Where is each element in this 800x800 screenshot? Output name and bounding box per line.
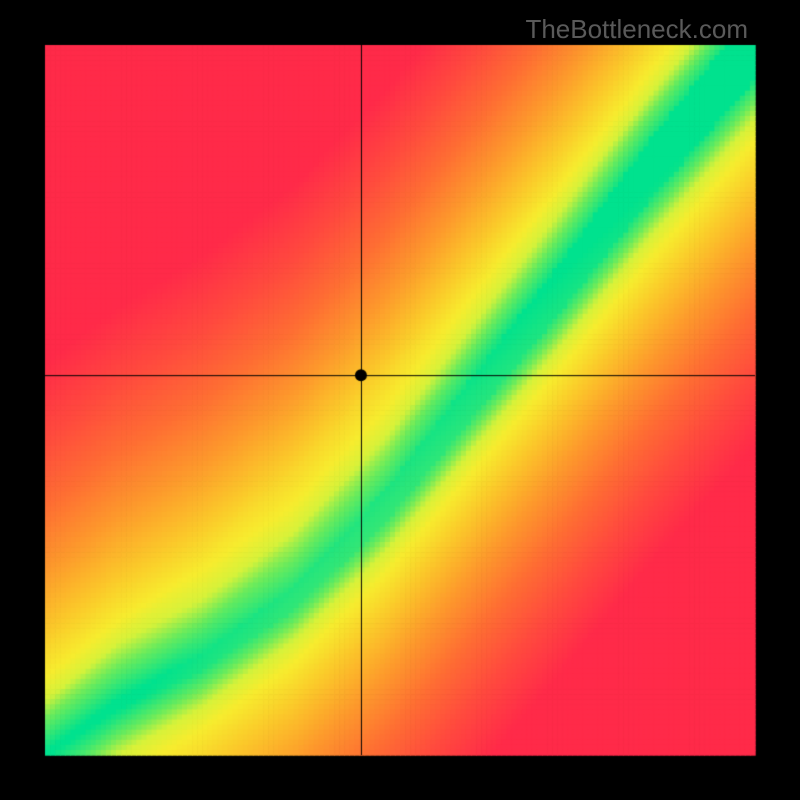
watermark-text: TheBottleneck.com bbox=[525, 14, 748, 45]
chart-container: TheBottleneck.com bbox=[0, 0, 800, 800]
bottleneck-heatmap bbox=[0, 0, 800, 800]
